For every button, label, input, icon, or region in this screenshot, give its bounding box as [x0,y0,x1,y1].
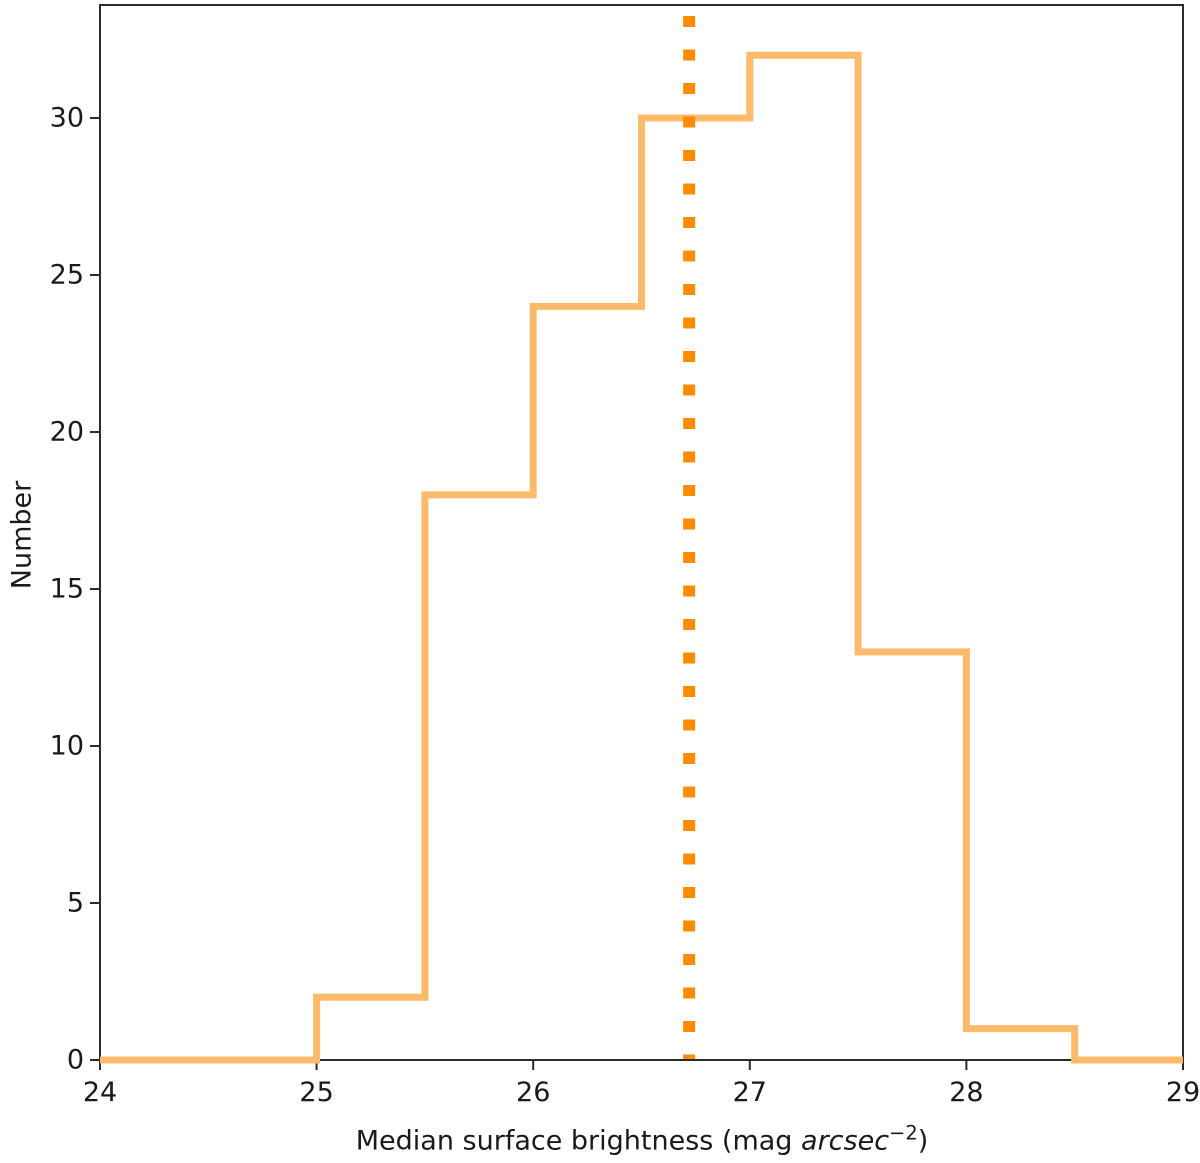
y-tick-label: 25 [50,260,84,291]
x-axis-label: Median surface brightness (mag arcsec−2) [355,1123,929,1157]
x-tick-label: 26 [516,1077,550,1108]
x-axis-label-suffix: ) [917,1125,929,1157]
x-axis-label-prefix: Median surface brightness (mag [355,1125,802,1157]
y-axis-label: Number [7,481,38,589]
y-tick-label: 10 [50,731,84,762]
histogram-step-line [100,51,1183,1064]
x-tick-label: 27 [733,1077,767,1108]
plot-border [99,4,1184,1061]
x-tick-label: 25 [299,1077,333,1108]
y-tick-label: 15 [50,574,84,605]
y-tick-label: 0 [67,1045,84,1076]
x-tick-label: 29 [1166,1077,1200,1108]
x-axis-label-superscript: −2 [889,1121,918,1145]
y-tick-label: 5 [67,888,84,919]
y-tick-label: 20 [50,417,84,448]
y-axis-label-text: Number [6,480,38,590]
x-axis-label-italic: arcsec [801,1125,890,1157]
y-tick-label: 30 [50,103,84,134]
x-tick-label: 28 [949,1077,983,1108]
x-tick-label: 24 [83,1077,117,1108]
